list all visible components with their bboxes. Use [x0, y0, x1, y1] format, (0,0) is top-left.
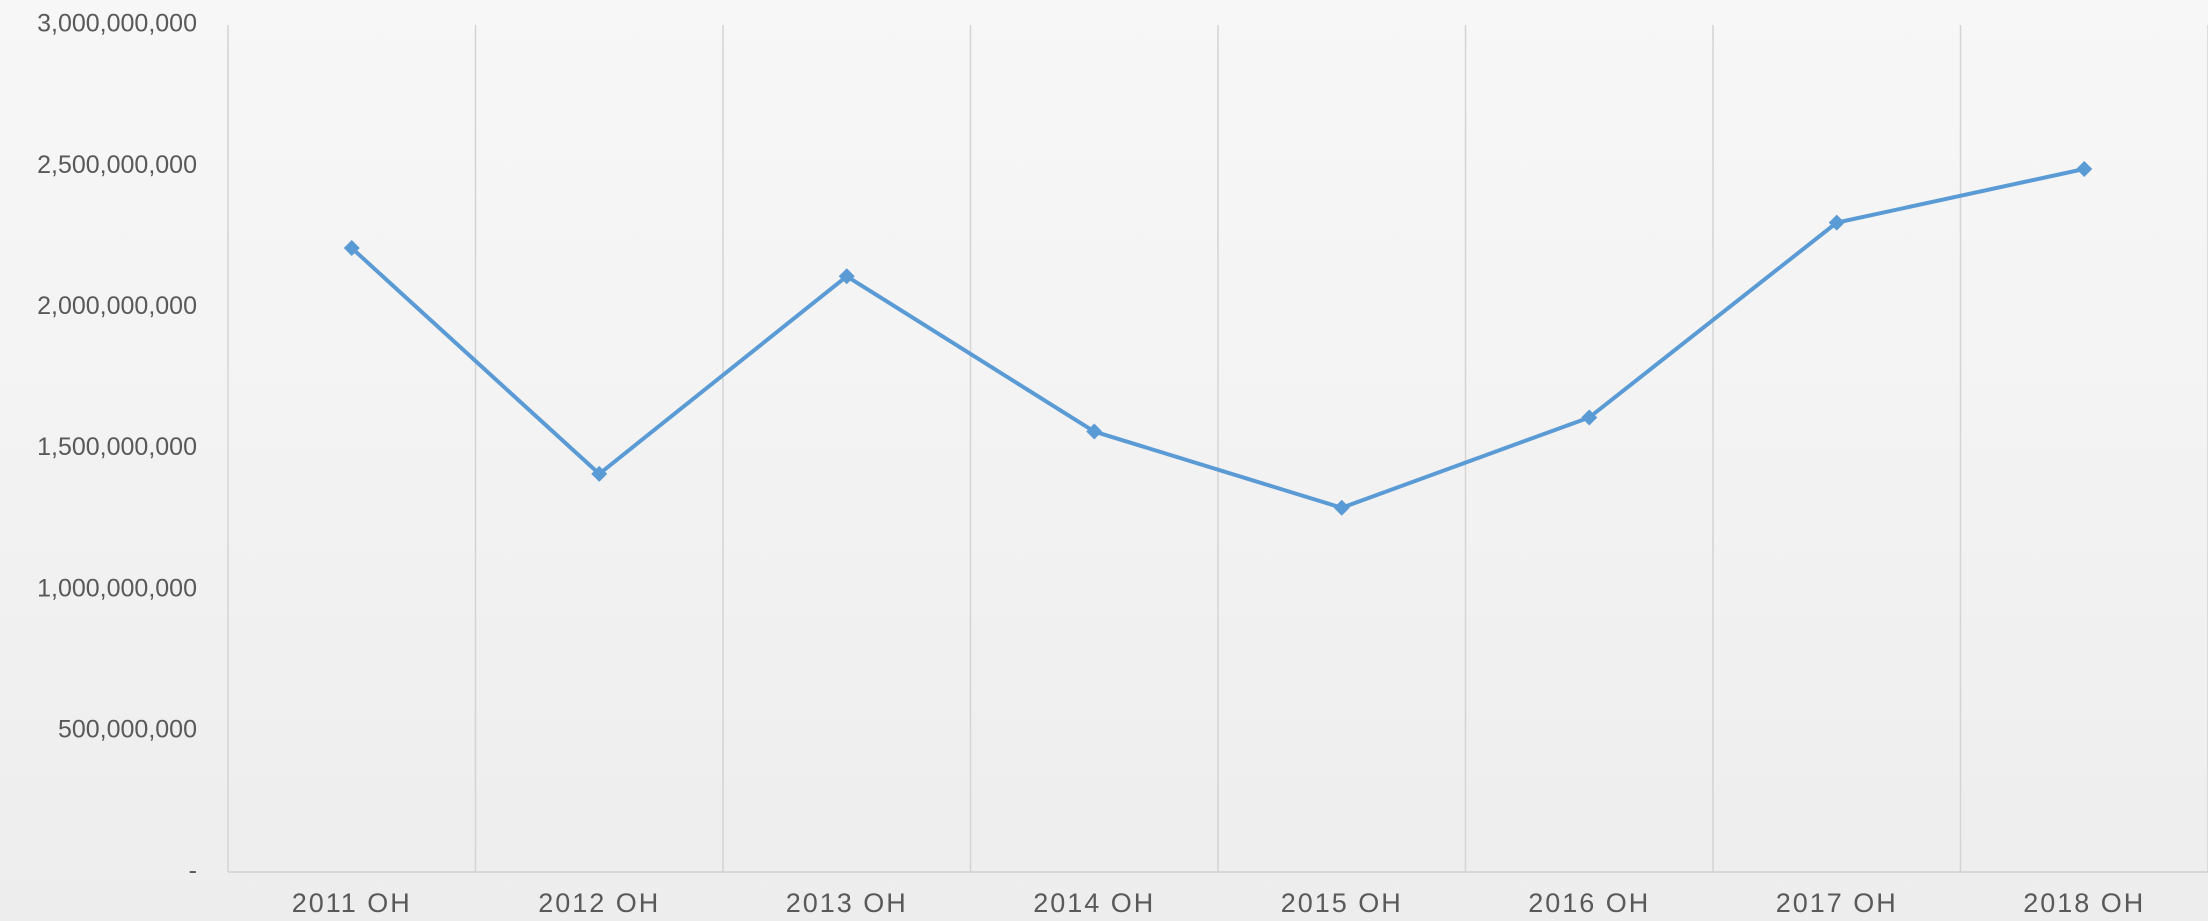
x-tick-label: 2011 OH	[292, 888, 412, 918]
x-tick-label: 2018 OH	[2023, 888, 2145, 918]
y-tick-label: 500,000,000	[58, 715, 197, 743]
y-tick-label: 1,500,000,000	[37, 433, 197, 461]
x-tick-label: 2012 OH	[538, 888, 660, 918]
data-point	[1334, 500, 1350, 516]
y-tick-label: -	[189, 857, 197, 885]
data-point	[2076, 161, 2092, 177]
x-tick-label: 2017 OH	[1776, 888, 1898, 918]
x-tick-label: 2015 OH	[1281, 888, 1403, 918]
page: {"chart_data": {"type": "line", "categor…	[0, 0, 2208, 921]
x-tick-label: 2016 OH	[1528, 888, 1650, 918]
y-tick-label: 3,000,000,000	[37, 10, 197, 38]
y-tick-label: 2,000,000,000	[37, 292, 197, 320]
x-tick-label: 2013 OH	[786, 888, 908, 918]
chart: - 500,000,000 1,000,000,000 1,500,000,000 2,…	[0, 0, 2208, 921]
y-tick-label: 2,500,000,000	[37, 151, 197, 179]
x-tick-label: 2014 OH	[1033, 888, 1155, 918]
y-tick-label: 1,000,000,000	[37, 574, 197, 602]
